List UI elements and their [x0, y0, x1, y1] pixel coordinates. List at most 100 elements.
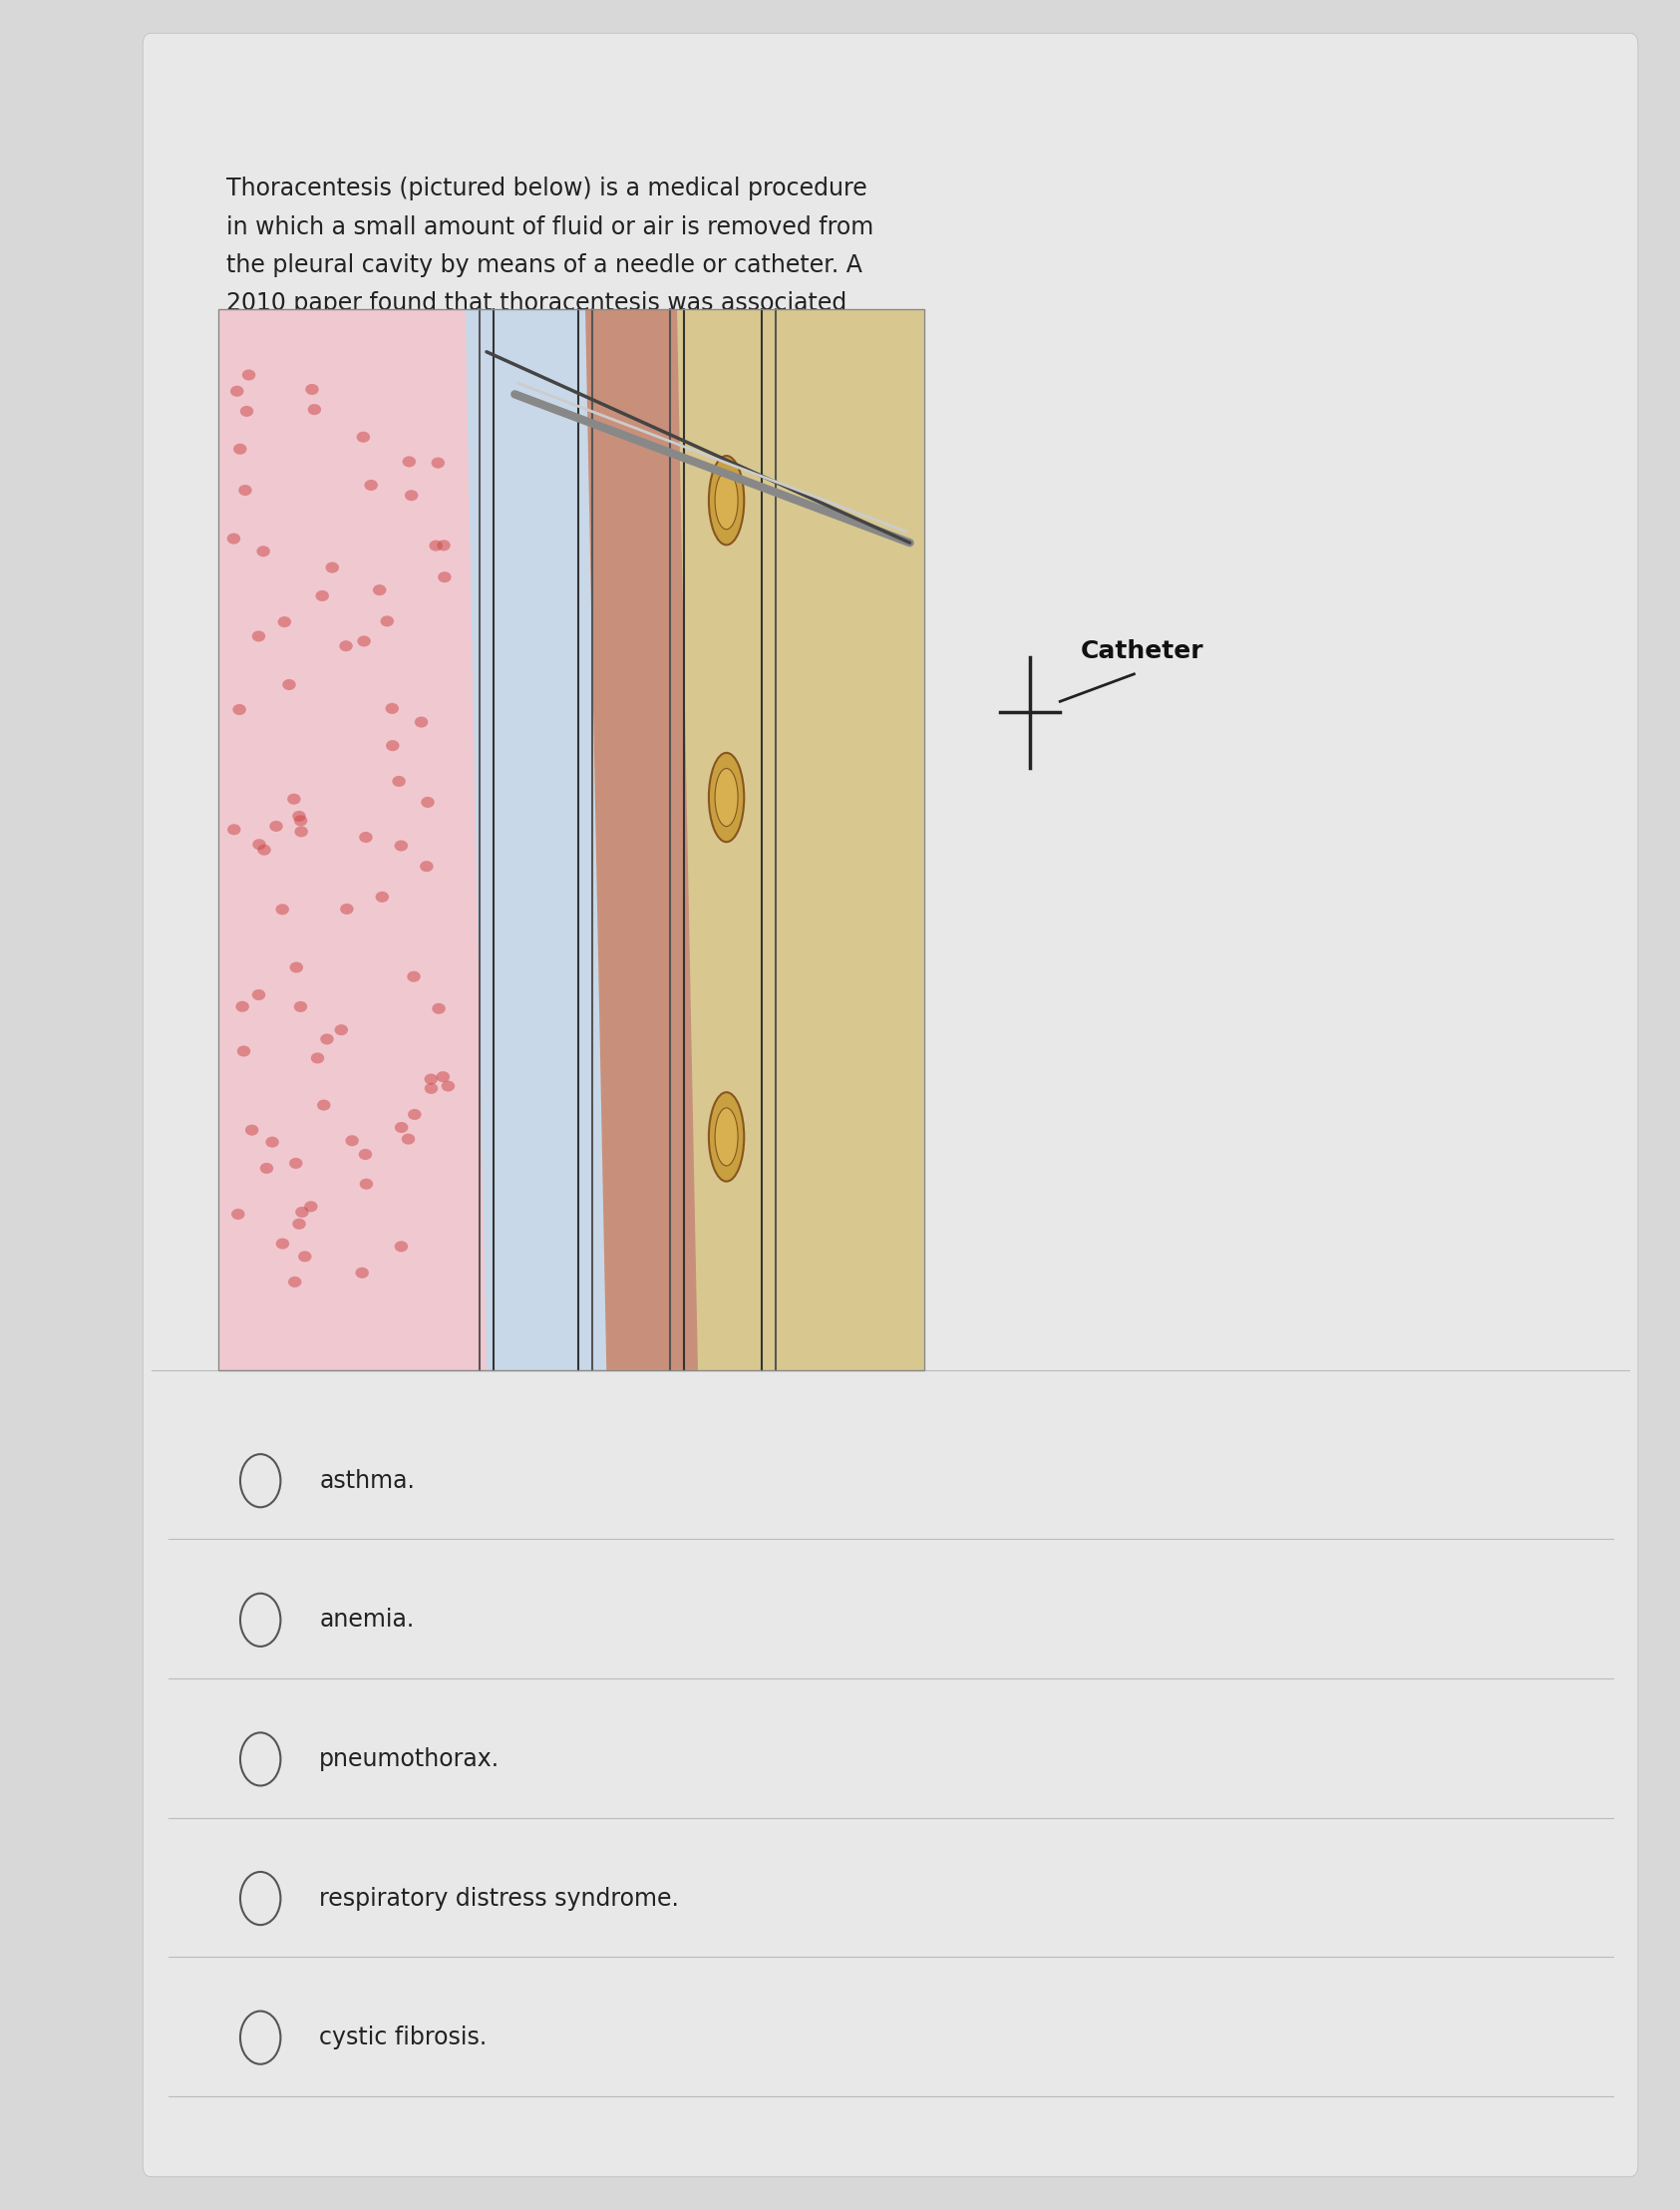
Polygon shape [677, 309, 924, 1370]
Ellipse shape [235, 1001, 249, 1012]
Ellipse shape [276, 904, 289, 915]
Ellipse shape [252, 990, 265, 1001]
Text: cystic fibrosis.: cystic fibrosis. [319, 2027, 487, 2049]
Ellipse shape [709, 754, 744, 842]
Ellipse shape [294, 1001, 307, 1012]
Ellipse shape [395, 1123, 408, 1134]
Ellipse shape [425, 1074, 438, 1085]
Polygon shape [564, 309, 924, 1370]
Ellipse shape [234, 444, 247, 455]
Text: asthma.: asthma. [319, 1470, 415, 1492]
Ellipse shape [385, 703, 398, 714]
Ellipse shape [360, 1178, 373, 1189]
Ellipse shape [269, 820, 282, 831]
FancyBboxPatch shape [143, 33, 1638, 2177]
Ellipse shape [307, 404, 321, 415]
Ellipse shape [326, 561, 339, 572]
Ellipse shape [292, 1218, 306, 1229]
Ellipse shape [260, 1162, 274, 1174]
Ellipse shape [432, 1003, 445, 1014]
Ellipse shape [316, 590, 329, 601]
Ellipse shape [360, 1149, 373, 1160]
Ellipse shape [287, 793, 301, 804]
Ellipse shape [432, 457, 445, 469]
Ellipse shape [237, 1045, 250, 1056]
Ellipse shape [346, 1136, 360, 1147]
Ellipse shape [360, 831, 373, 842]
Ellipse shape [296, 1207, 309, 1218]
Ellipse shape [265, 1136, 279, 1147]
Ellipse shape [428, 539, 442, 550]
Text: pneumothorax.: pneumothorax. [319, 1748, 499, 1770]
Ellipse shape [304, 1200, 318, 1211]
Ellipse shape [252, 630, 265, 641]
Ellipse shape [716, 471, 738, 530]
Ellipse shape [232, 705, 245, 716]
Ellipse shape [242, 369, 255, 380]
Ellipse shape [437, 539, 450, 550]
Ellipse shape [709, 455, 744, 546]
Ellipse shape [318, 1101, 331, 1112]
Ellipse shape [252, 840, 265, 851]
Ellipse shape [422, 798, 435, 809]
Text: respiratory distress syndrome.: respiratory distress syndrome. [319, 1887, 679, 1909]
Ellipse shape [230, 385, 244, 396]
Ellipse shape [257, 844, 270, 855]
Ellipse shape [380, 617, 393, 628]
Ellipse shape [358, 636, 371, 648]
Ellipse shape [276, 1238, 289, 1249]
Ellipse shape [391, 776, 405, 787]
Ellipse shape [716, 1107, 738, 1167]
Ellipse shape [402, 1134, 415, 1145]
Text: Thoracentesis (pictured below) is a medical procedure
in which a small amount of: Thoracentesis (pictured below) is a medi… [227, 177, 874, 391]
Ellipse shape [395, 840, 408, 851]
Ellipse shape [306, 385, 319, 396]
Ellipse shape [227, 824, 240, 835]
Ellipse shape [257, 546, 270, 557]
Ellipse shape [321, 1034, 334, 1045]
Ellipse shape [289, 961, 302, 972]
Ellipse shape [408, 1109, 422, 1120]
Ellipse shape [240, 407, 254, 418]
Bar [218, 309, 924, 1370]
Ellipse shape [339, 641, 353, 652]
Ellipse shape [442, 1081, 455, 1092]
Ellipse shape [386, 740, 400, 751]
Ellipse shape [334, 1025, 348, 1036]
Ellipse shape [365, 480, 378, 491]
Ellipse shape [294, 815, 307, 827]
Text: anemia.: anemia. [319, 1609, 415, 1631]
Ellipse shape [311, 1052, 324, 1063]
Ellipse shape [716, 769, 738, 827]
Ellipse shape [405, 491, 418, 502]
Ellipse shape [232, 1209, 245, 1220]
Text: Catheter: Catheter [1080, 639, 1205, 663]
Ellipse shape [709, 1092, 744, 1182]
Ellipse shape [395, 1242, 408, 1253]
Ellipse shape [425, 1083, 438, 1094]
Ellipse shape [375, 891, 388, 902]
Ellipse shape [245, 1125, 259, 1136]
Ellipse shape [407, 970, 420, 981]
Ellipse shape [403, 455, 417, 466]
Ellipse shape [356, 1266, 370, 1277]
Ellipse shape [415, 716, 428, 727]
Ellipse shape [289, 1158, 302, 1169]
Ellipse shape [297, 1251, 311, 1262]
Ellipse shape [227, 533, 240, 544]
Ellipse shape [339, 904, 353, 915]
Ellipse shape [373, 583, 386, 594]
Ellipse shape [282, 678, 296, 690]
Polygon shape [465, 309, 606, 1370]
Ellipse shape [294, 827, 307, 838]
Ellipse shape [287, 1277, 301, 1288]
Ellipse shape [239, 484, 252, 495]
Polygon shape [218, 309, 606, 1370]
Bar [218, 309, 924, 1370]
Ellipse shape [277, 617, 291, 628]
Ellipse shape [437, 1072, 450, 1083]
Ellipse shape [292, 811, 306, 822]
Ellipse shape [356, 431, 370, 442]
Ellipse shape [420, 862, 433, 873]
Ellipse shape [438, 572, 452, 583]
